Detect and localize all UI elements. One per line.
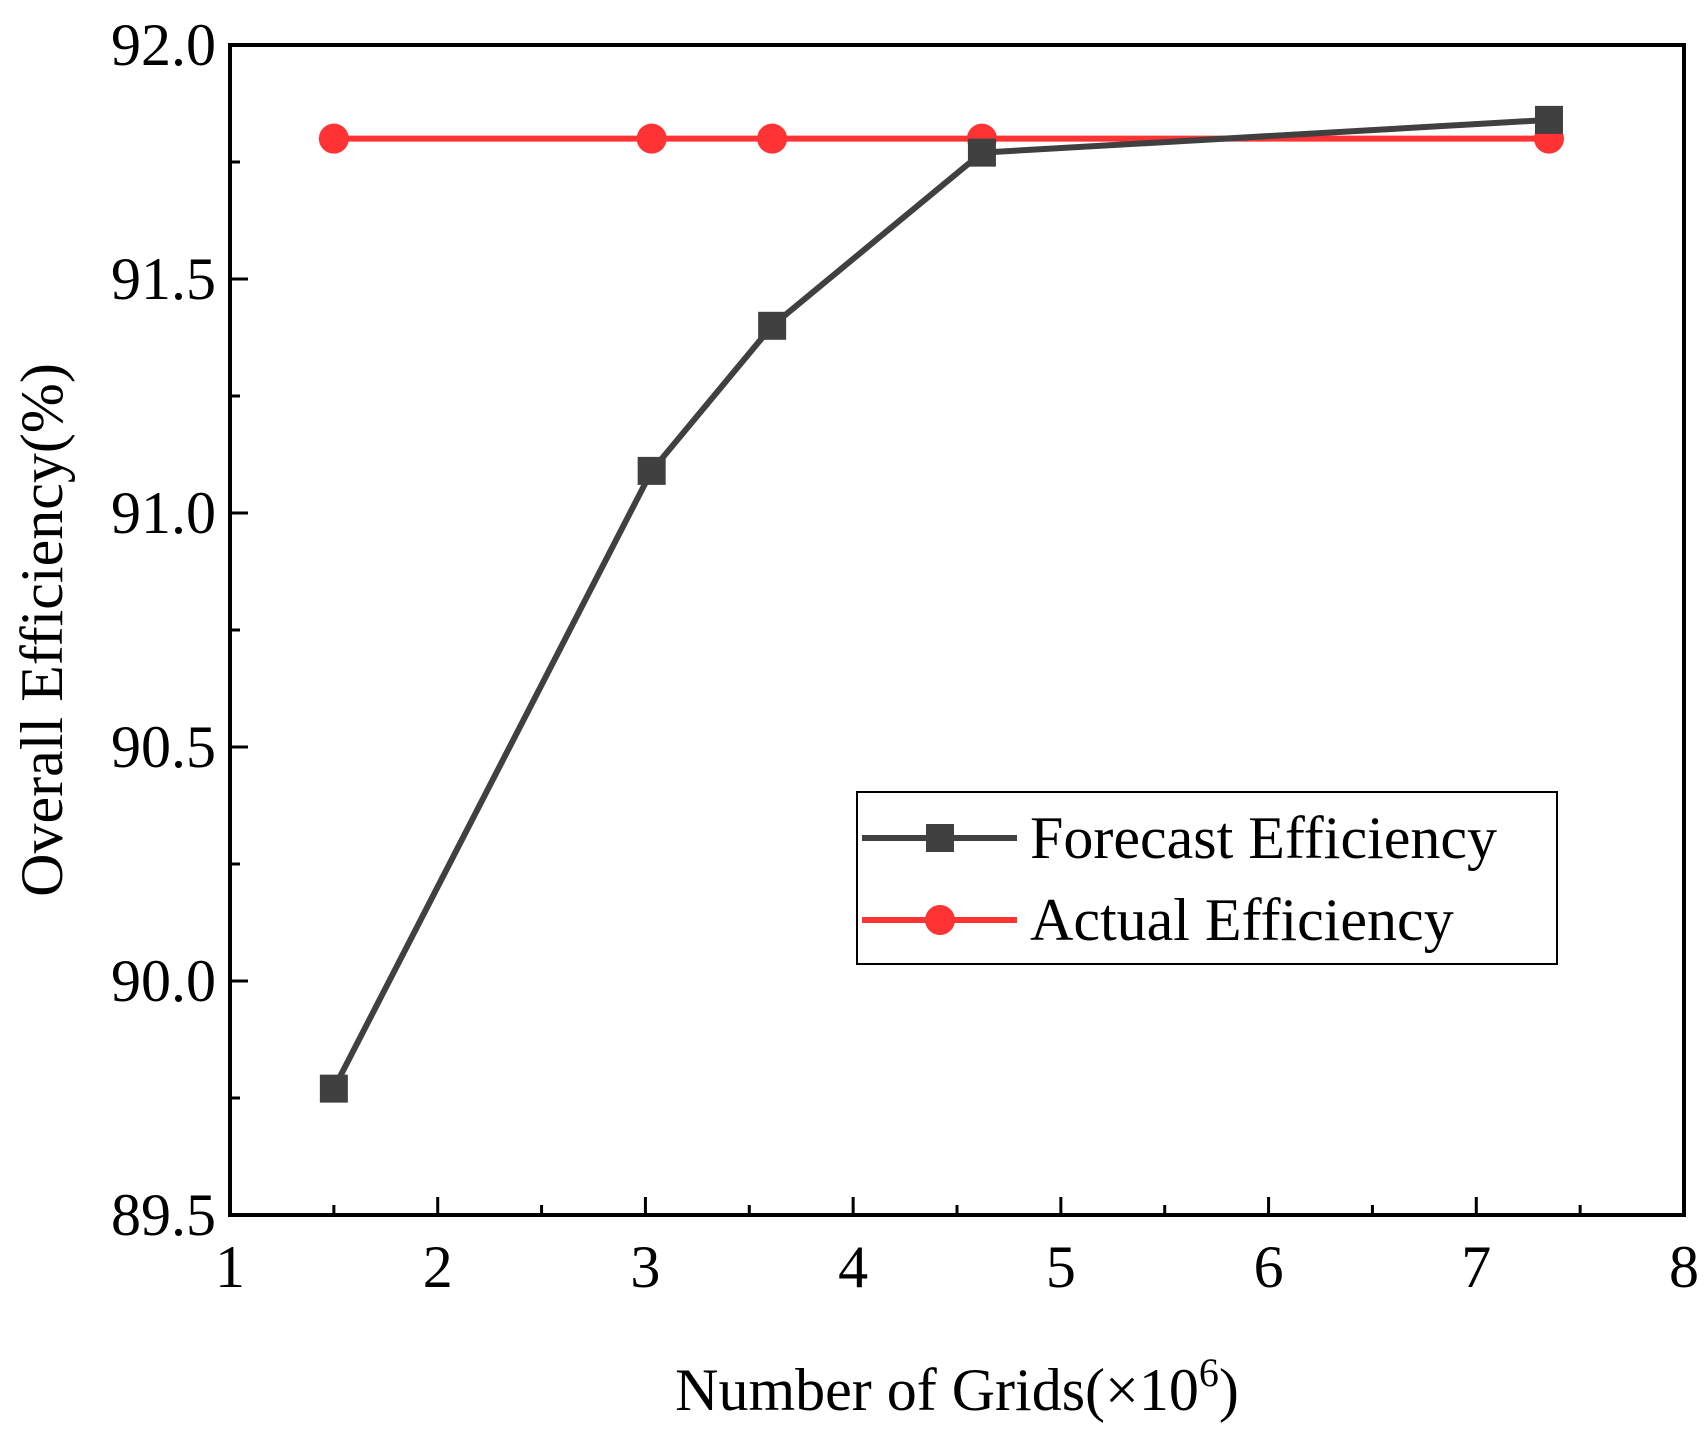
x-tick-label: 2: [423, 1234, 453, 1300]
forecast-point: [1534, 105, 1563, 134]
x-tick-label: 3: [630, 1234, 660, 1300]
x-axis-title-main: Number of Grids(×10: [675, 1357, 1199, 1423]
actual-point: [318, 123, 349, 154]
x-tick-label: 8: [1669, 1234, 1699, 1300]
forecast-point: [319, 1074, 348, 1103]
plot-frame: [228, 43, 1686, 1217]
y-tick-label: 91.5: [111, 246, 216, 312]
x-axis-title-close: ): [1219, 1357, 1239, 1423]
x-tick-label: 5: [1046, 1234, 1076, 1300]
y-tick-label: 90.5: [111, 714, 216, 780]
x-tick-label: 4: [838, 1234, 868, 1300]
forecast-point: [637, 456, 666, 485]
legend-forecast-label: Forecast Efficiency: [1030, 805, 1497, 871]
actual-point: [757, 123, 788, 154]
x-tick-label: 7: [1461, 1234, 1491, 1300]
y-tick-label: 89.5: [111, 1182, 216, 1248]
y-tick-label: 90.0: [111, 948, 216, 1014]
x-axis: 1 2 3 4 5 6 7 8: [215, 1197, 1699, 1300]
legend: Forecast Efficiency Actual Efficiency: [856, 791, 1558, 965]
actual-point: [636, 123, 667, 154]
forecast-point: [967, 138, 996, 167]
y-axis: 89.5 90.0 90.5 91.0 91.5 92.0: [111, 12, 248, 1248]
x-axis-title-superscript: 6: [1199, 1350, 1219, 1395]
x-tick-label: 1: [215, 1234, 245, 1300]
legend-box: [856, 791, 1558, 965]
x-tick-label: 6: [1254, 1234, 1284, 1300]
legend-forecast-marker: [926, 824, 954, 852]
x-axis-title: Number of Grids(×106): [675, 1350, 1239, 1423]
forecast-point: [758, 311, 787, 340]
y-axis-title: Overall Efficiency(%): [9, 363, 75, 897]
y-tick-label: 91.0: [111, 480, 216, 546]
series-layer: [318, 105, 1564, 1103]
legend-actual-label: Actual Efficiency: [1030, 887, 1454, 953]
legend-actual-marker: [925, 905, 955, 935]
y-tick-label: 92.0: [111, 12, 216, 78]
